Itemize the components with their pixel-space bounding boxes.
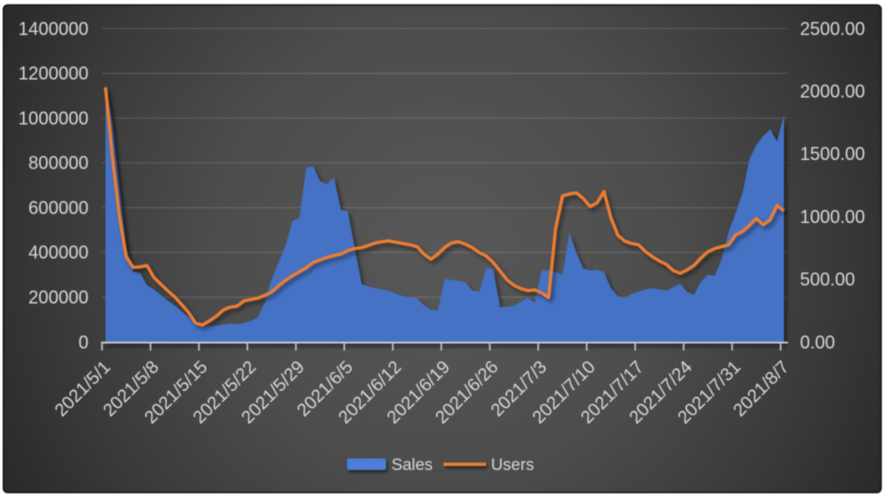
- svg-text:1400000: 1400000: [18, 19, 88, 39]
- svg-text:800000: 800000: [28, 153, 88, 173]
- svg-text:1500.00: 1500.00: [800, 144, 865, 164]
- svg-text:1200000: 1200000: [18, 64, 88, 84]
- svg-text:500.00: 500.00: [800, 270, 855, 290]
- svg-text:1000.00: 1000.00: [800, 207, 865, 227]
- svg-text:0: 0: [78, 332, 88, 352]
- svg-text:400000: 400000: [28, 243, 88, 263]
- svg-text:600000: 600000: [28, 198, 88, 218]
- svg-text:0.00: 0.00: [800, 332, 835, 352]
- svg-text:Users: Users: [491, 456, 534, 474]
- svg-text:1000000: 1000000: [18, 108, 88, 128]
- svg-text:200000: 200000: [28, 288, 88, 308]
- svg-text:Sales: Sales: [392, 456, 433, 474]
- svg-text:2000.00: 2000.00: [800, 82, 865, 102]
- svg-text:2500.00: 2500.00: [800, 19, 865, 39]
